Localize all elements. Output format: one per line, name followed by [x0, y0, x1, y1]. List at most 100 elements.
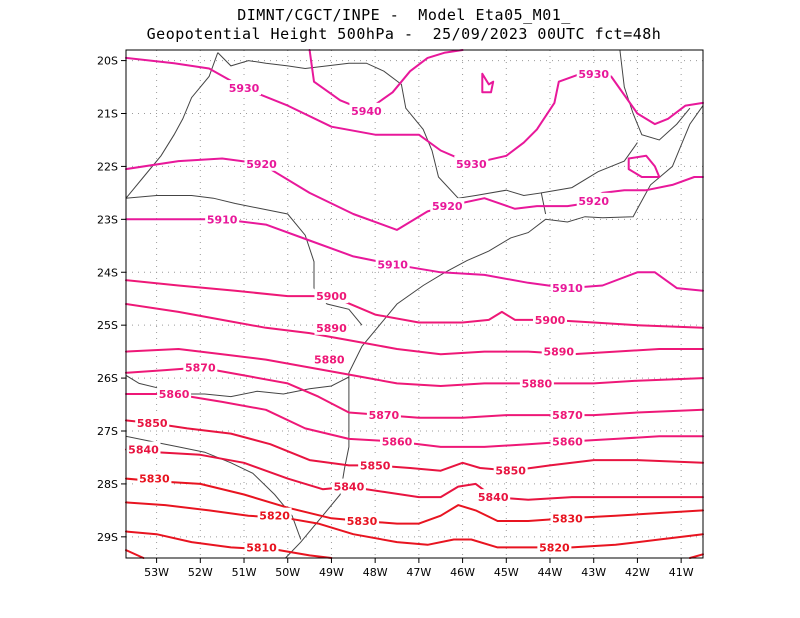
- y-tick-label: 23S: [97, 213, 118, 226]
- x-tick-label: 44W: [538, 566, 563, 579]
- contour-label: 5870: [369, 409, 400, 422]
- contour-5930: [481, 72, 495, 94]
- x-tick-label: 53W: [144, 566, 169, 579]
- state-border: [125, 374, 350, 398]
- contour-label-bg: [380, 433, 415, 449]
- state-border: [541, 142, 638, 194]
- x-tick-label: 41W: [669, 566, 694, 579]
- contour-5870: [125, 366, 704, 419]
- contour-label-bg: [345, 512, 380, 528]
- y-tick-label: 21S: [97, 108, 118, 121]
- contour-label-bg: [244, 539, 279, 555]
- contour-5880: [125, 348, 704, 387]
- contour-5840: [125, 448, 704, 501]
- contour-label: 5850: [495, 465, 526, 478]
- contour-label-bg: [349, 102, 384, 118]
- contour-5910: [125, 218, 704, 292]
- contour-label-bg: [476, 489, 511, 505]
- contour-5810: [688, 553, 704, 559]
- contour-label-bg: [314, 319, 349, 335]
- contour-label: 5840: [128, 444, 159, 457]
- contour-label-bg: [183, 359, 218, 375]
- title-line-2: Geopotential Height 500hPa - 25/09/2023 …: [146, 25, 662, 43]
- contour-label-bg: [576, 192, 611, 208]
- contour-label: 5890: [543, 346, 574, 359]
- contour-label-bg: [135, 415, 170, 431]
- x-tick-label: 49W: [319, 566, 344, 579]
- contour-label-bg: [126, 441, 161, 457]
- contour-5890: [125, 303, 704, 356]
- contour-label-bg: [205, 211, 240, 227]
- contour-label-bg: [157, 385, 192, 401]
- state-border: [125, 195, 363, 326]
- contour-label: 5910: [552, 282, 583, 295]
- contour-label: 5850: [137, 417, 168, 430]
- x-tick-label: 46W: [450, 566, 475, 579]
- title-line-1: DIMNT/CGCT/INPE - Model Eta05_M01_: [237, 6, 571, 24]
- y-tick-label: 28S: [97, 478, 118, 491]
- contour-label: 5930: [456, 158, 487, 171]
- contour-label: 5830: [347, 515, 378, 528]
- contour-label: 5830: [139, 473, 170, 486]
- contour-label: 5900: [535, 314, 566, 327]
- contour-label: 5860: [382, 436, 413, 449]
- contour-label-bg: [493, 462, 528, 478]
- contour-label: 5920: [578, 195, 609, 208]
- contour-label: 5910: [377, 258, 408, 271]
- contour-label-bg: [519, 375, 554, 391]
- contour-label: 5860: [159, 388, 190, 401]
- contour-label: 5870: [552, 409, 583, 422]
- contour-label-bg: [137, 470, 172, 486]
- contour-label: 5840: [478, 491, 509, 504]
- contour-label-bg: [454, 155, 489, 171]
- contour-5850: [125, 419, 704, 472]
- contour-label: 5900: [316, 290, 347, 303]
- state-border: [619, 49, 691, 141]
- contour-label-bg: [312, 351, 347, 367]
- contour-5860: [125, 393, 704, 448]
- y-tick-label: 26S: [97, 372, 118, 385]
- contour-label-bg: [533, 311, 568, 327]
- contour-label: 5820: [259, 510, 290, 523]
- contour-label-bg: [550, 407, 585, 423]
- contour-label-bg: [366, 407, 401, 423]
- x-tick-label: 42W: [625, 566, 650, 579]
- contour-label: 5870: [185, 362, 216, 375]
- contour-label: 5830: [552, 512, 583, 525]
- y-tick-label: 20S: [97, 55, 118, 68]
- y-tick-label: 24S: [97, 266, 118, 279]
- x-tick-label: 45W: [494, 566, 519, 579]
- contour-label-bg: [227, 80, 262, 96]
- contour-label: 5880: [522, 377, 553, 390]
- contour-label: 5920: [432, 200, 463, 213]
- contour-label-bg: [375, 256, 410, 272]
- contour-label-bg: [358, 457, 393, 473]
- contour-label-bg: [576, 65, 611, 81]
- contour-label: 5860: [552, 436, 583, 449]
- contour-5810: [125, 530, 333, 559]
- contour-label: 5930: [578, 68, 609, 81]
- coastline: [285, 105, 704, 559]
- contour-label-bg: [331, 478, 366, 494]
- contour-5830: [125, 477, 704, 525]
- map-frame: [125, 49, 704, 559]
- state-border: [217, 52, 547, 215]
- contour-label: 5890: [316, 322, 347, 335]
- contour-label-bg: [244, 155, 279, 171]
- contour-5930: [627, 154, 661, 178]
- contour-labels: 5930 5940 5930 5930 5920 5920 5920 5910 5910 5910…: [126, 65, 611, 555]
- contour-label: 5880: [314, 354, 345, 367]
- contour-label-bg: [314, 288, 349, 304]
- contour-label-bg: [430, 198, 465, 214]
- contour-lines: [125, 49, 704, 559]
- contour-label-bg: [537, 539, 572, 555]
- contour-label: 5810: [246, 541, 277, 554]
- contour-label: 5920: [246, 158, 277, 171]
- x-tick-label: 43W: [581, 566, 606, 579]
- contour-label: 5820: [539, 541, 570, 554]
- contour-label: 5910: [207, 213, 238, 226]
- contour-5930: [125, 56, 704, 165]
- state-border: [125, 52, 219, 199]
- x-tick-label: 48W: [363, 566, 388, 579]
